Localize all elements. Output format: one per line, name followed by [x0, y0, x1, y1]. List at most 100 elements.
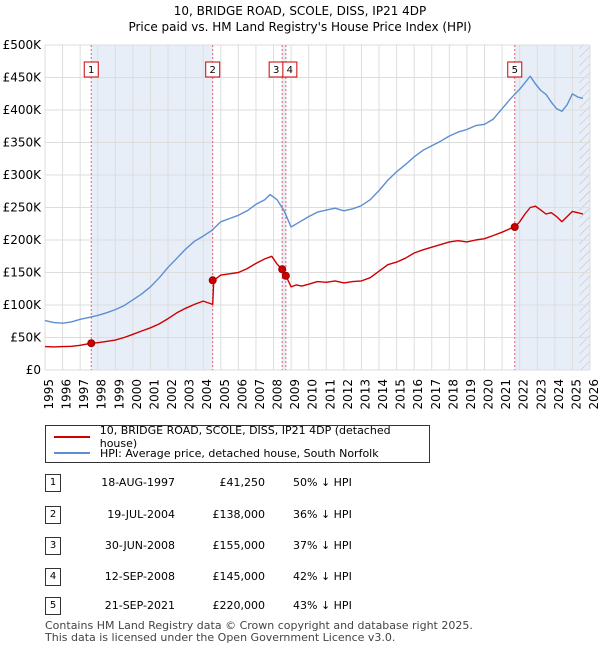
x-tick-label: 2023: [534, 379, 548, 410]
sale-number-badge: 4: [45, 568, 61, 586]
sale-label-box: [205, 61, 221, 78]
x-tick-label: 2014: [376, 379, 390, 410]
sale-label-text: 4: [287, 65, 293, 76]
x-tick-label: 2024: [552, 379, 566, 410]
x-tick-label: 2026: [587, 379, 600, 410]
y-tick-label: £100K: [3, 298, 43, 312]
legend-swatch-property: [54, 436, 90, 438]
x-tick-label: 2013: [358, 379, 372, 410]
x-tick-label: 2007: [253, 379, 267, 410]
sale-hpi-diff: 37% ↓ HPI: [293, 539, 352, 552]
x-tick-label: 1996: [60, 379, 74, 410]
sale-price: £138,000: [212, 508, 266, 521]
x-tick-label: 2005: [218, 379, 232, 410]
y-tick-label: £500K: [3, 38, 43, 52]
legend-label-property: 10, BRIDGE ROAD, SCOLE, DISS, IP21 4DP (…: [99, 424, 391, 450]
x-tick-label: 2018: [446, 379, 460, 410]
x-tick-label: 1997: [77, 379, 91, 410]
x-tick-label: 2003: [183, 379, 197, 410]
x-tick-label: 2020: [482, 379, 496, 410]
x-tick-label: 2000: [130, 379, 144, 410]
sale-label-text: 2: [210, 65, 216, 76]
sale-label-box: [83, 61, 99, 78]
y-tick-label: £200K: [3, 233, 43, 247]
legend-item-hpi: HPI: Average price, detached house, Sout…: [54, 445, 379, 461]
table-row: 4 12-SEP-2008 £145,000 42% ↓ HPI: [45, 568, 445, 588]
sale-date: 30-JUN-2008: [104, 539, 175, 552]
sale-price: £145,000: [212, 570, 266, 583]
chart-subtitle: Price paid vs. HM Land Registry's House …: [128, 20, 471, 34]
sale-label-box: [282, 61, 298, 78]
x-tick-label: 2010: [306, 379, 320, 410]
sale-point: [281, 271, 290, 280]
x-tick-label: 1999: [112, 379, 126, 410]
chart-title: 10, BRIDGE ROAD, SCOLE, DISS, IP21 4DP: [174, 4, 427, 18]
x-tick-label: 2001: [147, 379, 161, 410]
sale-label-text: 3: [273, 65, 279, 76]
sale-date: 12-SEP-2008: [104, 570, 175, 583]
x-tick-label: 2004: [200, 379, 214, 410]
table-row: 2 19-JUL-2004 £138,000 36% ↓ HPI: [45, 506, 445, 526]
sale-point: [208, 276, 217, 285]
x-tick-label: 2015: [394, 379, 408, 410]
property-series-line: [44, 205, 584, 348]
sale-price: £41,250: [219, 476, 266, 489]
y-tick-label: £150K: [3, 266, 43, 280]
footer-licence: This data is licensed under the Open Gov…: [45, 631, 396, 644]
sale-hpi-diff: 43% ↓ HPI: [293, 599, 352, 612]
sale-point: [87, 339, 96, 348]
x-tick-label: 2002: [165, 379, 179, 410]
x-tick-label: 2011: [323, 379, 337, 410]
y-tick-label: £450K: [3, 71, 43, 85]
sale-label-text: 5: [512, 65, 518, 76]
sale-point: [510, 223, 519, 231]
y-tick-label: £350K: [3, 136, 43, 150]
x-tick-label: 2006: [235, 379, 249, 410]
y-tick-label: £300K: [3, 168, 43, 182]
sale-number-badge: 1: [45, 474, 61, 492]
table-row: 3 30-JUN-2008 £155,000 37% ↓ HPI: [45, 537, 445, 557]
table-row: 5 21-SEP-2021 £220,000 43% ↓ HPI: [45, 597, 445, 617]
legend-swatch-hpi: [54, 452, 90, 454]
y-tick-label: £0: [26, 363, 41, 377]
sale-hpi-diff: 36% ↓ HPI: [293, 508, 352, 521]
y-tick-label: £50K: [10, 331, 42, 345]
sale-number-badge: 3: [45, 537, 61, 555]
x-tick-label: 1998: [95, 379, 109, 410]
legend-item-property: 10, BRIDGE ROAD, SCOLE, DISS, IP21 4DP (…: [54, 424, 429, 450]
x-tick-label: 2017: [429, 379, 443, 410]
x-axis-tick-labels: 1995 1996 1997 1998 1999 2000 2001 2002 2003 2004…: [42, 379, 600, 410]
sale-points: [87, 223, 519, 348]
sale-hpi-diff: 50% ↓ HPI: [293, 476, 352, 489]
sale-price: £155,000: [212, 539, 266, 552]
x-tick-label: 2009: [288, 379, 302, 410]
x-tick-label: 2012: [341, 379, 355, 410]
x-tick-label: 2016: [411, 379, 425, 410]
hpi-series-line: [44, 75, 584, 324]
y-axis-tick-labels: £0 £50K £100K £150K £200K £250K £300K £350K £400…: [3, 38, 43, 377]
footer: Contains HM Land Registry data © Crown c…: [45, 620, 473, 644]
x-tick-label: 2022: [517, 379, 531, 410]
y-tick-label: £250K: [3, 201, 43, 215]
x-tick-label: 2019: [464, 379, 478, 410]
sale-hpi-diff: 42% ↓ HPI: [293, 570, 352, 583]
sale-price: £220,000: [212, 599, 266, 612]
chart-grid: [44, 44, 591, 371]
x-tick-label: 1995: [42, 379, 56, 410]
sale-label-box: [507, 61, 523, 78]
x-tick-label: 2025: [569, 379, 583, 410]
sale-label-text: 1: [88, 65, 94, 76]
legend-label-hpi: HPI: Average price, detached house, Sout…: [100, 446, 379, 460]
x-tick-label: 2008: [271, 379, 285, 410]
table-row: 1 18-AUG-1997 £41,250 50% ↓ HPI: [45, 474, 445, 494]
sale-point: [278, 265, 287, 274]
footer-copyright: Contains HM Land Registry data © Crown c…: [45, 619, 473, 632]
sale-number-badge: 2: [45, 506, 61, 524]
sale-date: 19-JUL-2004: [107, 508, 175, 521]
sale-date: 18-AUG-1997: [101, 476, 175, 489]
sale-number-badge: 5: [45, 597, 61, 615]
sale-date: 21-SEP-2021: [104, 599, 175, 612]
x-tick-label: 2021: [499, 379, 513, 410]
